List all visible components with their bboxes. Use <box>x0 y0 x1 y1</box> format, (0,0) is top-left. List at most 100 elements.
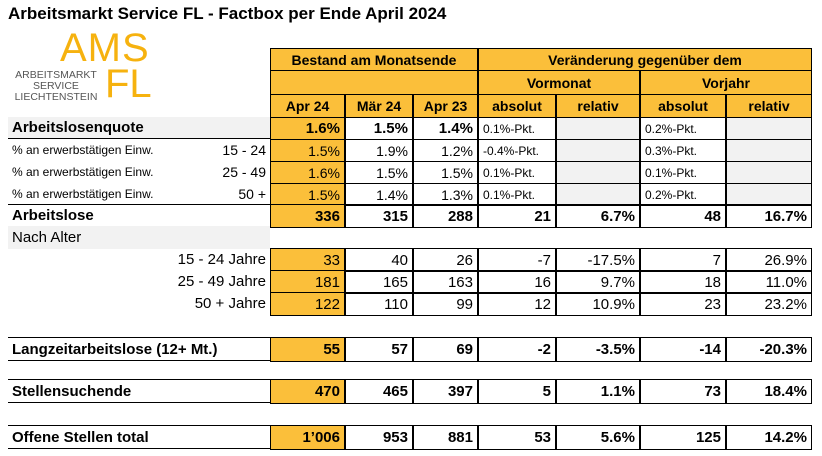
column-header: relativ <box>556 94 640 118</box>
label-text: Arbeitslose <box>12 207 94 224</box>
age-group: 15 - 24 <box>222 142 266 158</box>
cell: 1.5% <box>345 161 413 184</box>
cell: 1.4% <box>345 183 413 206</box>
cell: 9.7% <box>556 270 640 294</box>
cell: 5.6% <box>556 425 640 450</box>
cell: 288 <box>413 204 478 228</box>
logo-line: LIECHTENSTEIN <box>14 91 98 103</box>
label-text: % an erwerbstätigen Einw. <box>12 187 154 201</box>
label-text: % an erwerbstätigen Einw. <box>12 165 154 179</box>
cell: 7 <box>640 248 726 272</box>
cell: 1.9% <box>345 139 413 162</box>
row-label: Offene Stellen total <box>8 425 270 449</box>
cell: 881 <box>413 425 478 450</box>
column-header: relativ <box>726 94 812 118</box>
cell: 1.5% <box>345 117 413 140</box>
cell: 1.3% <box>413 183 478 206</box>
cell: 99 <box>413 292 478 316</box>
cell: 5 <box>478 379 556 404</box>
row-label: % an erwerbstätigen Einw. 15 - 24 <box>8 139 270 161</box>
cell <box>726 161 812 184</box>
cell: 0.1%-Pkt. <box>640 161 726 184</box>
group-header: Bestand am Monatsende <box>270 48 478 71</box>
cell: 0.2%-Pkt. <box>640 117 726 140</box>
cell: 69 <box>413 337 478 362</box>
cell: 0.1%-Pkt. <box>478 117 556 140</box>
cell: -7 <box>478 248 556 272</box>
cell: 48 <box>640 204 726 228</box>
label-text: Nach Alter <box>12 229 82 246</box>
cell: 397 <box>413 379 478 404</box>
row-label: % an erwerbstätigen Einw. 25 - 49 <box>8 161 270 183</box>
logo-ams: AMS <box>60 26 150 70</box>
cell: 110 <box>345 292 413 316</box>
cell: 165 <box>345 270 413 294</box>
row-label: 50 + Jahre <box>8 292 270 315</box>
cell: 10.9% <box>556 292 640 316</box>
cell: 21 <box>478 204 556 228</box>
cell: 1.6% <box>270 161 345 184</box>
row-label: 15 - 24 Jahre <box>8 248 270 271</box>
cell: 26.9% <box>726 248 812 272</box>
age-group: 25 - 49 <box>222 164 266 180</box>
logo-line: SERVICE <box>33 80 79 92</box>
cell: 336 <box>270 204 345 228</box>
cell: 6.7% <box>556 204 640 228</box>
cell: 0.2%-Pkt. <box>640 183 726 206</box>
cell: 14.2% <box>726 425 812 450</box>
cell: 125 <box>640 425 726 450</box>
cell: 1.5% <box>270 139 345 162</box>
column-header: Apr 24 <box>270 94 345 118</box>
cell: 0.1%-Pkt. <box>478 183 556 206</box>
cell: 1’006 <box>270 425 345 450</box>
label-text: 25 - 49 Jahre <box>177 273 266 290</box>
cell: 470 <box>270 379 345 404</box>
cell: 1.1% <box>556 379 640 404</box>
cell: 953 <box>345 425 413 450</box>
cell: -2 <box>478 337 556 362</box>
label-text: Stellensuchende <box>12 382 132 400</box>
row-label: Arbeitslosenquote <box>8 117 270 139</box>
column-header: Apr 23 <box>413 94 478 118</box>
cell: 12 <box>478 292 556 316</box>
cell: 33 <box>270 248 345 272</box>
cell <box>556 117 640 140</box>
label-text: Offene Stellen total <box>12 428 149 446</box>
cell: -14 <box>640 337 726 362</box>
cell: 16.7% <box>726 204 812 228</box>
cell: 53 <box>478 425 556 450</box>
sub-header: Vormonat <box>478 70 640 95</box>
row-label: Nach Alter <box>8 226 270 249</box>
cell: 315 <box>345 204 413 228</box>
label-text: 50 + Jahre <box>194 295 266 312</box>
cell <box>726 139 812 162</box>
cell <box>726 117 812 140</box>
cell: -20.3% <box>726 337 812 362</box>
group-header: Veränderung gegenüber dem <box>478 48 812 71</box>
cell: 16 <box>478 270 556 294</box>
cell: 1.6% <box>270 117 345 140</box>
sub-header: Vorjahr <box>640 70 812 95</box>
row-label: % an erwerbstätigen Einw. 50 + <box>8 183 270 205</box>
cell <box>726 183 812 206</box>
logo-text: ARBEITSMARKT SERVICE LIECHTENSTEIN <box>8 70 104 103</box>
title: Arbeitsmarkt Service FL - Factbox per En… <box>8 4 447 23</box>
cell <box>556 139 640 162</box>
cell: -3.5% <box>556 337 640 362</box>
cell: 18.4% <box>726 379 812 404</box>
cell: 163 <box>413 270 478 294</box>
cell: 1.5% <box>413 161 478 184</box>
cell: 181 <box>270 270 345 294</box>
cell: 11.0% <box>726 270 812 294</box>
cell: 465 <box>345 379 413 404</box>
logo-line: ARBEITSMARKT <box>15 69 97 81</box>
cell: 55 <box>270 337 345 362</box>
sub-header <box>270 70 478 95</box>
cell <box>556 161 640 184</box>
row-label: Stellensuchende <box>8 379 270 403</box>
cell: 73 <box>640 379 726 404</box>
cell: 122 <box>270 292 345 316</box>
cell: -0.4%-Pkt. <box>478 139 556 162</box>
logo-fl: FL <box>105 62 152 106</box>
